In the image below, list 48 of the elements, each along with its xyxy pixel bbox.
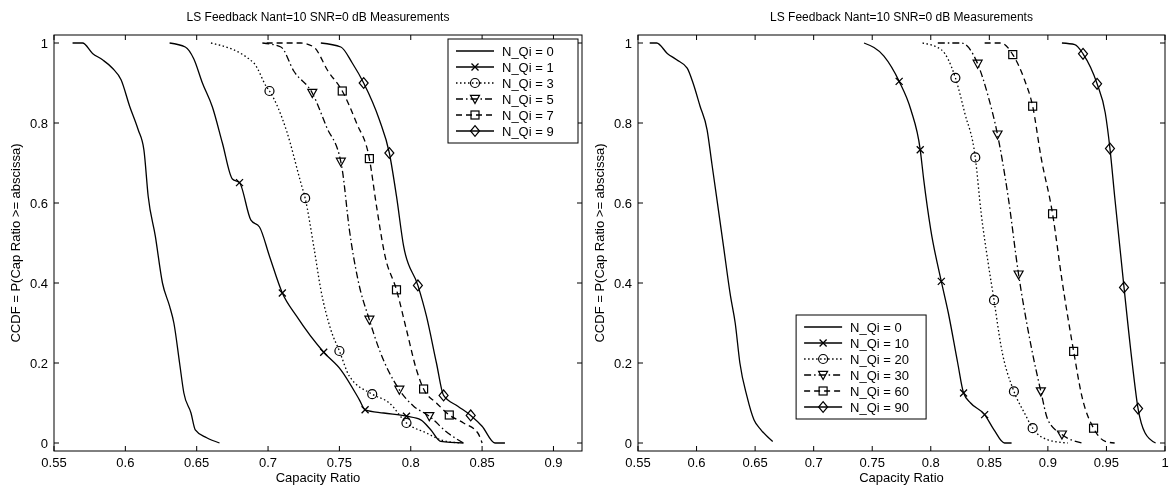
x-tick-label: 0.75 xyxy=(326,455,353,470)
y-axis-title: CCDF = P(Cap Ratio >= abscissa) xyxy=(8,143,23,343)
y-axis-title: CCDF = P(Cap Ratio >= abscissa) xyxy=(592,143,607,343)
y-tick-label: 0.4 xyxy=(613,275,632,291)
x-tick-label: 0.65 xyxy=(184,455,210,470)
legend-label: N_Qi = 0 xyxy=(502,44,554,59)
y-tick-label: 0.6 xyxy=(613,195,632,211)
y-tick-label: 0 xyxy=(40,435,48,451)
y-tick-label: 0.2 xyxy=(29,355,48,371)
x-tick-label: 0.85 xyxy=(469,455,495,470)
y-tick-label: 0.6 xyxy=(29,195,48,211)
x-tick-label: 0.8 xyxy=(921,455,940,470)
x-axis-title: Capacity Ratio xyxy=(859,470,944,485)
legend-label: N_Qi = 1 xyxy=(502,60,554,75)
legend-label: N_Qi = 30 xyxy=(850,368,910,383)
x-tick-label: 0.9 xyxy=(1038,455,1057,470)
x-tick-label: 0.7 xyxy=(804,455,823,470)
x-axis-title: Capacity Ratio xyxy=(275,470,361,485)
x-tick-label: 0.7 xyxy=(259,455,278,470)
x-tick-label: 0.9 xyxy=(544,455,563,470)
y-tick-label: 1 xyxy=(624,35,632,51)
x-tick-label: 0.6 xyxy=(116,455,135,470)
chart-title: LS Feedback Nant=10 SNR=0 dB Measurements xyxy=(186,10,450,24)
y-tick-label: 0.4 xyxy=(29,275,48,291)
legend-label: N_Qi = 7 xyxy=(502,108,554,123)
x-tick-label: 0.55 xyxy=(625,455,651,470)
legend-label: N_Qi = 20 xyxy=(850,352,910,367)
legend-label: N_Qi = 60 xyxy=(850,384,910,399)
x-tick-label: 0.55 xyxy=(41,455,67,470)
x-tick-label: 0.75 xyxy=(859,455,885,470)
y-tick-label: 0.8 xyxy=(29,115,48,131)
x-tick-label: 1 xyxy=(1161,455,1169,470)
x-tick-label: 0.8 xyxy=(401,455,420,470)
y-tick-label: 0.2 xyxy=(613,355,632,371)
x-tick-label: 0.95 xyxy=(1093,455,1120,470)
x-tick-label: 0.85 xyxy=(976,455,1002,470)
y-tick-label: 0 xyxy=(624,435,632,451)
y-tick-label: 0.8 xyxy=(613,115,632,131)
x-tick-label: 0.6 xyxy=(687,455,706,470)
legend-label: N_Qi = 9 xyxy=(502,124,554,139)
y-tick-label: 1 xyxy=(40,35,48,51)
legend-label: N_Qi = 90 xyxy=(850,400,910,415)
legend-label: N_Qi = 0 xyxy=(850,320,902,335)
legend-label: N_Qi = 5 xyxy=(502,92,554,107)
x-tick-label: 0.65 xyxy=(742,455,768,470)
legend-label: N_Qi = 3 xyxy=(502,76,554,91)
chart-title: LS Feedback Nant=10 SNR=0 dB Measurements xyxy=(770,10,1033,24)
legend-label: N_Qi = 10 xyxy=(850,336,910,351)
